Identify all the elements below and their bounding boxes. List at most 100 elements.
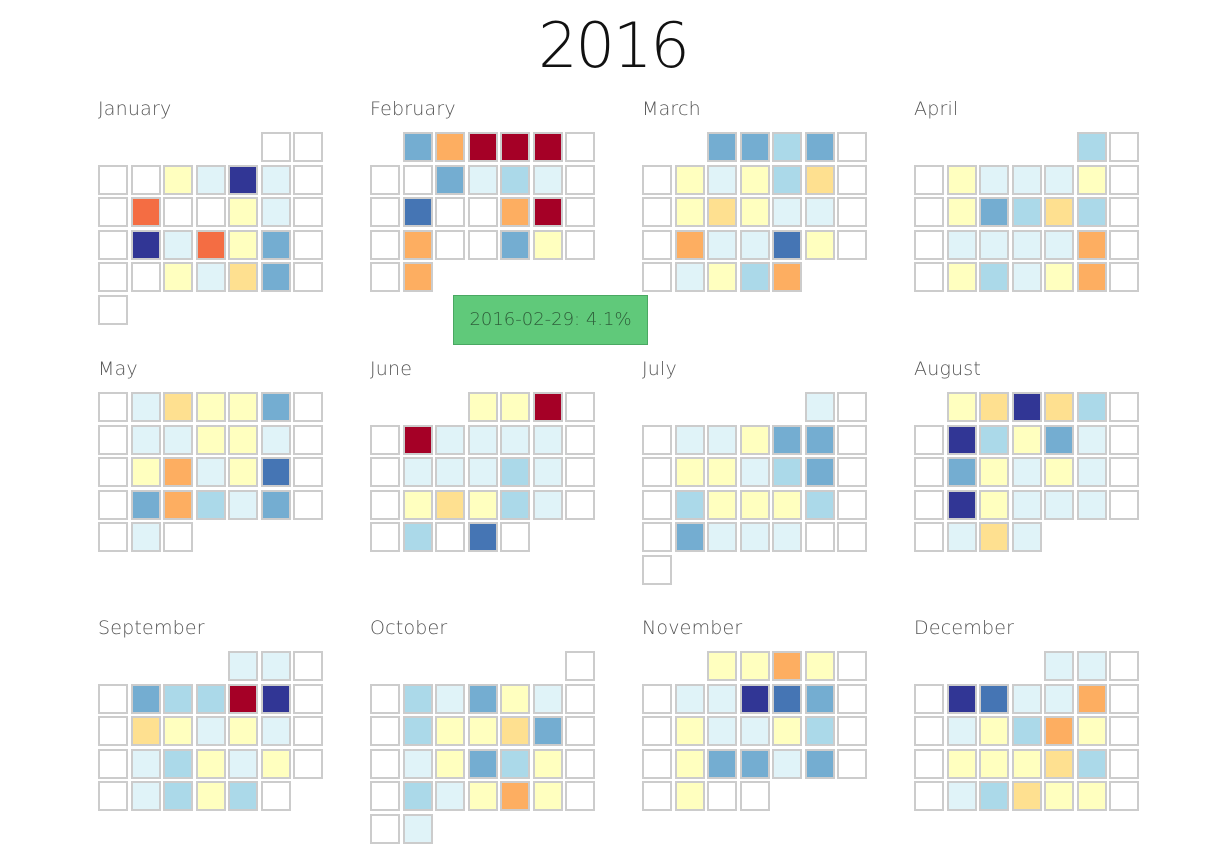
day-cell[interactable] [228,489,258,520]
day-cell[interactable] [98,716,128,746]
day-cell[interactable] [402,748,433,779]
day-cell[interactable] [293,748,323,779]
day-cell[interactable] [98,262,128,292]
day-cell[interactable] [946,424,977,455]
day-cell[interactable] [837,716,867,746]
day-cell[interactable] [772,457,802,487]
day-cell[interactable] [370,197,400,227]
day-cell[interactable] [739,424,770,455]
day-cell[interactable] [1044,748,1074,779]
day-cell[interactable] [402,424,433,455]
day-cell[interactable] [293,132,323,162]
day-cell[interactable] [1109,457,1139,487]
day-cell[interactable] [565,748,595,779]
day-cell[interactable] [979,683,1009,714]
day-cell[interactable] [500,197,530,227]
day-cell[interactable] [1011,781,1042,811]
day-cell[interactable] [532,229,563,260]
day-cell[interactable] [163,424,193,455]
day-cell[interactable] [739,781,770,811]
day-cell[interactable] [532,683,563,714]
day-cell[interactable] [532,489,563,520]
day-cell[interactable] [195,683,226,714]
day-cell[interactable] [532,392,563,422]
day-cell[interactable] [98,489,128,520]
day-cell[interactable] [435,229,465,260]
day-cell[interactable] [467,716,498,746]
day-cell[interactable] [772,132,802,162]
day-cell[interactable] [435,164,465,195]
day-cell[interactable] [293,716,323,746]
day-cell[interactable] [979,424,1009,455]
day-cell[interactable] [1044,716,1074,746]
day-cell[interactable] [1076,132,1107,162]
day-cell[interactable] [804,683,835,714]
day-cell[interactable] [435,132,465,162]
day-cell[interactable] [565,392,595,422]
day-cell[interactable] [500,489,530,520]
day-cell[interactable] [946,748,977,779]
day-cell[interactable] [1109,489,1139,520]
day-cell[interactable] [98,164,128,195]
day-cell[interactable] [1011,683,1042,714]
day-cell[interactable] [260,748,291,779]
day-cell[interactable] [130,781,161,811]
day-cell[interactable] [1011,164,1042,195]
day-cell[interactable] [1044,457,1074,487]
day-cell[interactable] [402,813,433,844]
day-cell[interactable] [195,262,226,292]
day-cell[interactable] [402,716,433,746]
day-cell[interactable] [739,164,770,195]
day-cell[interactable] [402,262,433,292]
day-cell[interactable] [1044,651,1074,681]
day-cell[interactable] [130,489,161,520]
day-cell[interactable] [260,392,291,422]
day-cell[interactable] [642,522,672,552]
day-cell[interactable] [837,229,867,260]
day-cell[interactable] [370,781,400,811]
day-cell[interactable] [914,229,944,260]
day-cell[interactable] [98,424,128,455]
day-cell[interactable] [674,262,705,292]
day-cell[interactable] [195,457,226,487]
day-cell[interactable] [1109,781,1139,811]
day-cell[interactable] [837,457,867,487]
day-cell[interactable] [370,164,400,195]
day-cell[interactable] [804,716,835,746]
day-cell[interactable] [467,424,498,455]
day-cell[interactable] [1044,424,1074,455]
day-cell[interactable] [946,262,977,292]
day-cell[interactable] [739,683,770,714]
day-cell[interactable] [293,489,323,520]
day-cell[interactable] [467,489,498,520]
day-cell[interactable] [914,489,944,520]
day-cell[interactable] [674,489,705,520]
day-cell[interactable] [946,197,977,227]
day-cell[interactable] [260,781,291,811]
day-cell[interactable] [946,522,977,552]
day-cell[interactable] [707,164,737,195]
day-cell[interactable] [467,132,498,162]
day-cell[interactable] [532,197,563,227]
day-cell[interactable] [772,651,802,681]
day-cell[interactable] [739,197,770,227]
day-cell[interactable] [946,229,977,260]
day-cell[interactable] [1076,424,1107,455]
day-cell[interactable] [532,424,563,455]
day-cell[interactable] [163,457,193,487]
day-cell[interactable] [642,683,672,714]
day-cell[interactable] [1044,781,1074,811]
day-cell[interactable] [979,522,1009,552]
day-cell[interactable] [293,229,323,260]
day-cell[interactable] [565,489,595,520]
day-cell[interactable] [946,392,977,422]
day-cell[interactable] [946,781,977,811]
day-cell[interactable] [260,197,291,227]
day-cell[interactable] [837,522,867,552]
day-cell[interactable] [979,457,1009,487]
day-cell[interactable] [402,683,433,714]
day-cell[interactable] [370,489,400,520]
day-cell[interactable] [228,457,258,487]
day-cell[interactable] [293,683,323,714]
day-cell[interactable] [707,748,737,779]
